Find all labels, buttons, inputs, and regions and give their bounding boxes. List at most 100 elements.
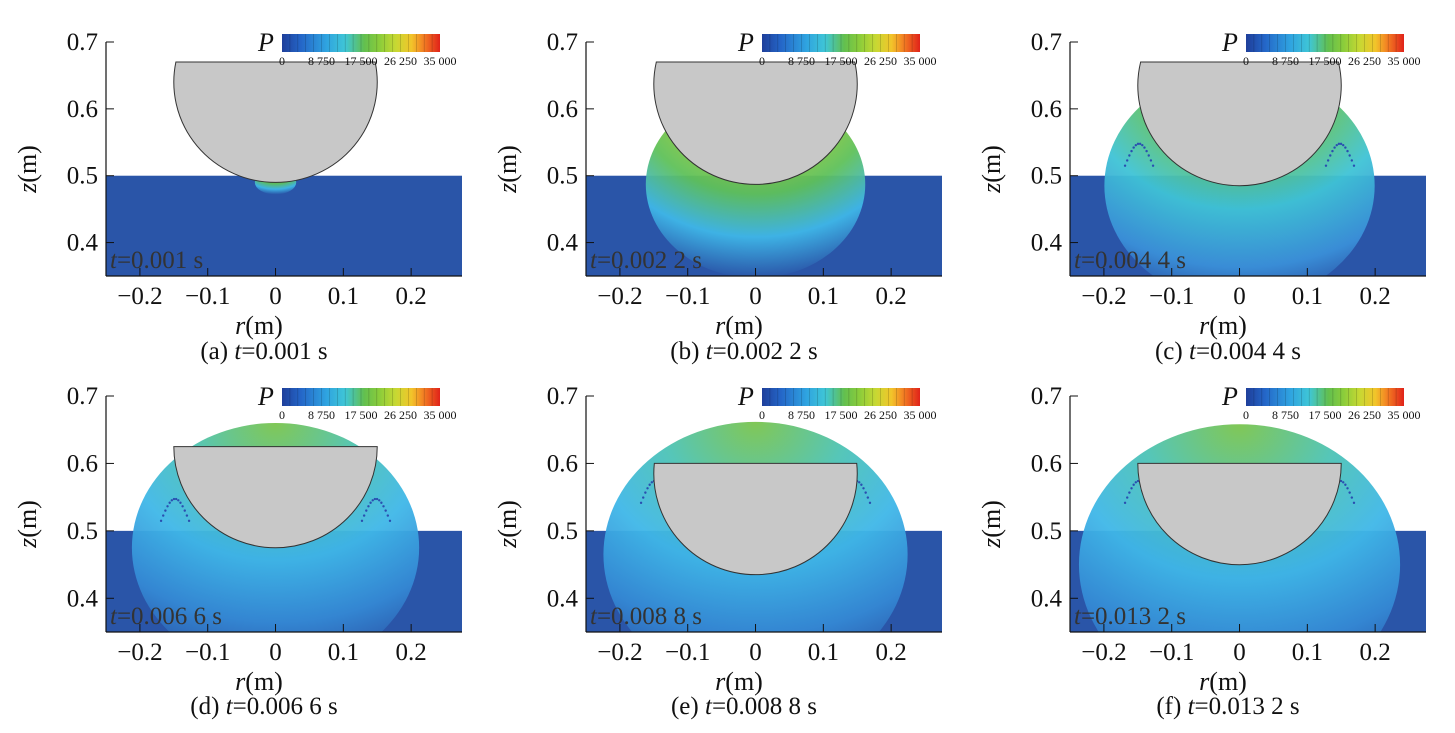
- splash-droplet: [1136, 479, 1140, 483]
- y-tick-label: 0.6: [67, 450, 98, 477]
- x-tick-label: 0: [269, 283, 282, 310]
- x-tick-label: −0.2: [117, 283, 162, 310]
- plot-area: [586, 421, 942, 632]
- colorbar-tick-label: 8 750: [308, 408, 335, 422]
- splash-droplet: [1134, 481, 1138, 484]
- plot-area: [106, 422, 462, 632]
- splash-droplet: [378, 499, 381, 502]
- splash-droplet: [362, 514, 366, 517]
- sphere: [173, 61, 378, 183]
- colorbar-gradient: [282, 388, 440, 406]
- y-tick-label: 0.4: [547, 585, 579, 612]
- splash-droplet: [1130, 487, 1133, 490]
- y-tick-label: 0.7: [67, 29, 98, 56]
- x-tick-label: −0.2: [597, 283, 642, 310]
- colorbar-tick-label: 0: [279, 54, 285, 68]
- panel-b: 0.4 0.5 0.6 0.7 −0.2 −0.1 0 0.1 0.2 r(m) z(m) t=0.0…: [493, 28, 942, 365]
- splash-droplet: [181, 505, 184, 508]
- splash-droplet: [858, 481, 861, 484]
- splash-droplet: [1331, 149, 1334, 153]
- x-tick-label: 0.1: [808, 283, 839, 310]
- x-tick-label: 0.1: [328, 639, 359, 666]
- splash-droplet: [388, 519, 392, 523]
- splash-droplet: [1324, 164, 1328, 167]
- time-annotation: t=0.002 2 s: [590, 247, 702, 274]
- x-tick-label: 0.2: [396, 639, 427, 666]
- x-tick-label: −0.1: [665, 283, 710, 310]
- x-tick-label: 0.1: [1292, 639, 1323, 666]
- splash-droplet: [1339, 142, 1343, 146]
- colorbar: P0 8 750 17 500 26 250 35 000: [737, 382, 937, 422]
- splash-droplet: [375, 497, 379, 501]
- y-axis-label: z(m): [493, 145, 522, 194]
- splash-droplet: [382, 505, 385, 508]
- splash-droplet: [864, 491, 867, 494]
- colorbar-label: P: [1221, 28, 1238, 57]
- splash-droplet: [1344, 146, 1347, 149]
- y-tick-label: 0.7: [1031, 383, 1062, 410]
- x-tick-label: 0.2: [876, 639, 907, 666]
- y-tick-label: 0.7: [547, 29, 578, 56]
- colorbar-tick-label: 17 500: [1309, 408, 1342, 422]
- splash-droplet: [1329, 154, 1332, 157]
- splash-droplet: [183, 509, 186, 512]
- y-tick-label: 0.4: [67, 585, 99, 612]
- y-tick-label: 0.7: [547, 383, 578, 410]
- sphere: [653, 61, 858, 185]
- splash-droplet: [642, 496, 645, 499]
- splash-droplet: [1128, 491, 1131, 494]
- x-tick-label: −0.1: [185, 639, 230, 666]
- splash-droplet: [384, 509, 387, 512]
- colorbar-tick-label: 8 750: [308, 54, 335, 68]
- splash-droplet: [172, 497, 176, 501]
- colorbar-tick-label: 26 250: [384, 408, 417, 422]
- splash-droplet: [1123, 164, 1127, 167]
- plot-area: [1070, 61, 1426, 276]
- colorbar-gradient: [1246, 388, 1404, 406]
- splash-droplet: [646, 487, 649, 490]
- x-tick-label: −0.1: [1149, 283, 1194, 310]
- splash-droplet: [367, 505, 370, 508]
- x-tick-label: 0.1: [328, 283, 359, 310]
- splash-droplet: [168, 501, 171, 504]
- splash-droplet: [866, 496, 870, 499]
- colorbar-label: P: [257, 28, 274, 57]
- colorbar-gradient: [282, 34, 440, 52]
- splash-droplet: [1130, 149, 1133, 153]
- x-tick-label: −0.1: [1149, 639, 1194, 666]
- colorbar-tick-label: 35 000: [424, 408, 457, 422]
- splash-droplet: [1339, 479, 1343, 483]
- y-tick-label: 0.6: [1031, 450, 1062, 477]
- colorbar-tick-label: 0: [1243, 54, 1249, 68]
- time-annotation: t=0.006 6 s: [110, 603, 222, 630]
- colorbar-tick-label: 8 750: [1272, 54, 1299, 68]
- y-tick-label: 0.4: [1031, 585, 1063, 612]
- splash-droplet: [639, 501, 643, 505]
- splash-droplet: [371, 499, 374, 502]
- splash-droplet: [177, 499, 180, 502]
- x-axis-label: r(m): [715, 311, 763, 340]
- colorbar-tick-label: 8 750: [788, 408, 815, 422]
- x-axis-label: r(m): [1199, 311, 1247, 340]
- panel-e: 0.4 0.5 0.6 0.7 −0.2 −0.1 0 0.1 0.2 r(m) z(m) t=0.0…: [493, 382, 942, 720]
- x-tick-label: −0.2: [117, 639, 162, 666]
- colorbar-tick-label: 17 500: [825, 54, 858, 68]
- y-tick-label: 0.5: [547, 163, 578, 190]
- colorbar-tick-label: 35 000: [904, 54, 937, 68]
- colorbar-tick-label: 35 000: [1388, 54, 1421, 68]
- splash-droplet: [365, 509, 368, 512]
- sphere: [173, 446, 378, 549]
- colorbar-tick-label: 17 500: [345, 54, 378, 68]
- y-tick-label: 0.7: [1031, 29, 1062, 56]
- colorbar: P0 8 750 17 500 26 250 35 000: [1221, 382, 1421, 422]
- colorbar: P0 8 750 17 500 26 250 35 000: [257, 382, 457, 422]
- x-axis-label: r(m): [235, 667, 283, 696]
- y-tick-label: 0.5: [547, 518, 578, 545]
- splash-droplet: [1132, 146, 1135, 149]
- x-tick-label: 0.1: [808, 639, 839, 666]
- splash-droplet: [1147, 154, 1150, 157]
- colorbar-tick-label: 8 750: [1272, 408, 1299, 422]
- sphere: [1137, 61, 1342, 187]
- splash-droplet: [1335, 143, 1338, 147]
